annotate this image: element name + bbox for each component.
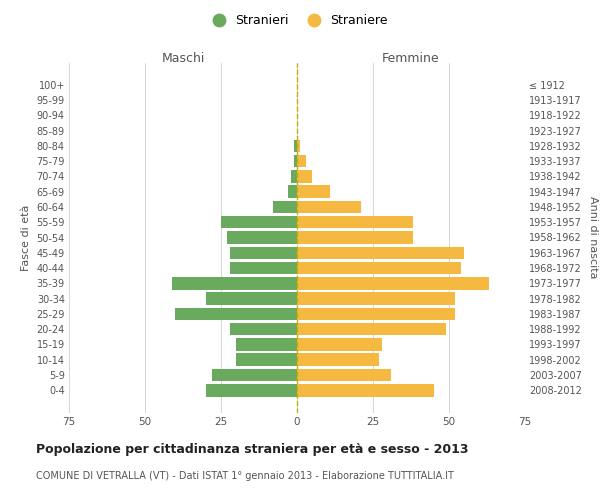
Text: COMUNE DI VETRALLA (VT) - Dati ISTAT 1° gennaio 2013 - Elaborazione TUTTITALIA.I: COMUNE DI VETRALLA (VT) - Dati ISTAT 1° … — [36, 471, 454, 481]
Text: Maschi: Maschi — [161, 52, 205, 65]
Bar — [297, 262, 461, 274]
Bar — [288, 186, 297, 198]
Text: Popolazione per cittadinanza straniera per età e sesso - 2013: Popolazione per cittadinanza straniera p… — [36, 442, 469, 456]
Bar — [230, 262, 297, 274]
Bar — [230, 323, 297, 336]
Bar — [221, 216, 297, 228]
Bar — [291, 170, 297, 182]
Bar — [297, 277, 488, 289]
Bar — [297, 323, 446, 336]
Y-axis label: Anni di nascita: Anni di nascita — [587, 196, 598, 278]
Bar — [297, 170, 312, 182]
Bar — [206, 384, 297, 396]
Bar — [206, 292, 297, 305]
Bar — [294, 155, 297, 168]
Bar — [212, 369, 297, 382]
Bar — [227, 231, 297, 244]
Legend: Stranieri, Straniere: Stranieri, Straniere — [202, 9, 392, 32]
Text: Femmine: Femmine — [382, 52, 440, 65]
Y-axis label: Fasce di età: Fasce di età — [21, 204, 31, 270]
Bar — [297, 140, 300, 152]
Bar — [297, 246, 464, 259]
Bar — [230, 246, 297, 259]
Bar — [297, 231, 413, 244]
Bar — [297, 216, 413, 228]
Bar — [175, 308, 297, 320]
Bar — [297, 186, 331, 198]
Bar — [297, 354, 379, 366]
Bar — [236, 354, 297, 366]
Bar — [297, 384, 434, 396]
Bar — [297, 338, 382, 350]
Bar — [297, 308, 455, 320]
Bar — [294, 140, 297, 152]
Bar — [172, 277, 297, 289]
Bar — [272, 200, 297, 213]
Bar — [297, 369, 391, 382]
Bar — [236, 338, 297, 350]
Bar — [297, 292, 455, 305]
Bar — [297, 200, 361, 213]
Bar — [297, 155, 306, 168]
